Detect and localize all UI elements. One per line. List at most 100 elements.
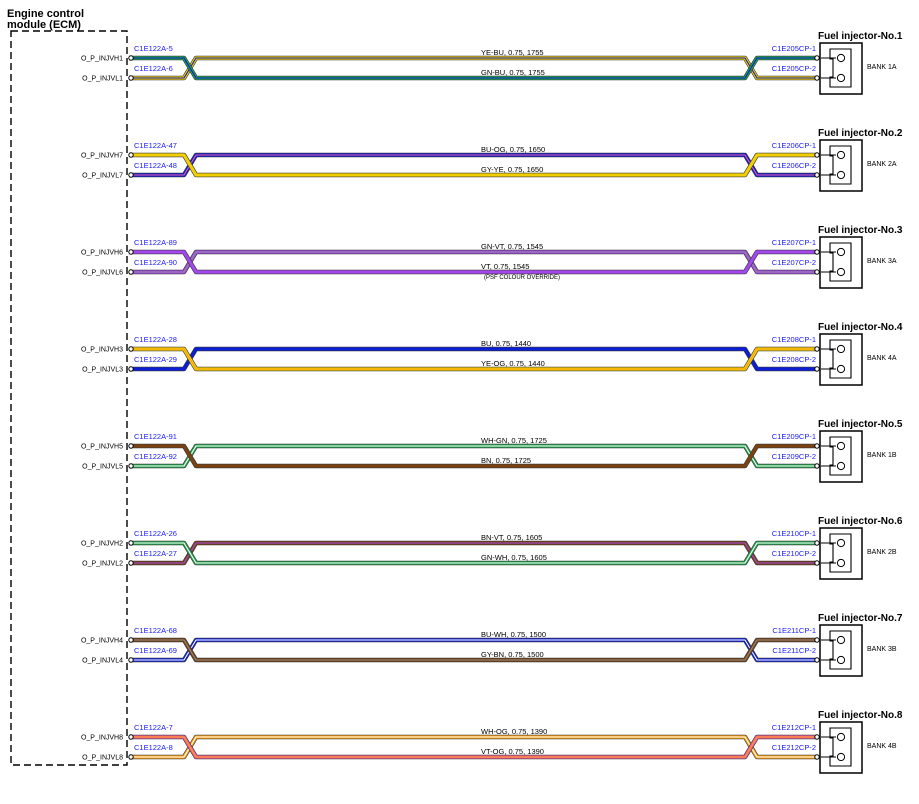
bank-label: BANK 3A [867,258,897,265]
wire-lower [129,249,817,275]
injector-connector-label: C1E210CP-1 [772,529,816,538]
injector-connector-label: C1E211CP-1 [772,626,816,635]
ecm-pin-label: O_P_INJVH3 [81,347,123,354]
injector-pin-dot [814,75,820,81]
wire-upper [129,637,817,663]
injector-terminal [836,441,846,451]
injector-circuit: O_P_INJVH2 O_P_INJVL2 C1E122A-26 C1E122A-27… [81,516,903,580]
injector-title: Fuel injector-No.2 [818,128,903,139]
ecm-pin-dot [128,249,134,255]
bank-label: BANK 2B [867,549,897,556]
injector-circuit: O_P_INJVH3 O_P_INJVL3 C1E122A-28 C1E122A-29… [81,322,903,386]
injector-pin-dot [814,754,820,760]
ecm-connector-label: C1E122A-89 [134,238,177,247]
ecm-pin-dot [128,754,134,760]
ecm-pin-label: O_P_INJVH6 [81,250,123,257]
wire-lower [129,540,817,566]
injector-terminal [836,170,846,180]
ecm-connector-label: C1E122A-48 [134,161,177,170]
injector-terminal [836,53,846,63]
ecm-pin-dot [128,443,134,449]
ecm-pin-label: O_P_INJVL8 [82,755,123,762]
ecm-connector-label: C1E122A-28 [134,335,177,344]
ecm-connector-label: C1E122A-6 [134,64,173,73]
ecm-pin-label: O_P_INJVH7 [81,153,123,160]
injector-terminal [836,558,846,568]
ecm-pin-dot [128,540,134,546]
injector-connector-label: C1E205CP-1 [772,44,816,53]
wire-spec-label: BU, 0.75, 1440 [481,339,531,348]
injector-connector-label: C1E212CP-1 [772,723,816,732]
wire-spec-label: BN-VT, 0.75, 1605 [481,533,542,542]
wire-upper [129,540,817,566]
ecm-title-line1: Engine control [7,8,84,20]
ecm-pin-dot [128,152,134,158]
wire-spec-label: VT, 0.75, 1545 [481,262,529,271]
injector-connector-label: C1E211CP-2 [772,646,816,655]
wire-lower [129,637,817,663]
wire-lower [129,152,817,178]
injector-connector-label: C1E207CP-2 [772,258,816,267]
ecm-pin-label: O_P_INJVL5 [82,464,123,471]
ecm-pin-dot [128,657,134,663]
injector-title: Fuel injector-No.6 [818,516,903,527]
wire-upper [129,443,817,469]
injector-circuit: O_P_INJVH1 O_P_INJVL1 C1E122A-5 C1E122A-6 YE… [81,31,903,95]
injector-terminal [836,364,846,374]
ecm-pin-label: O_P_INJVH2 [81,541,123,548]
injector-terminal [836,73,846,83]
injector-connector-label: C1E205CP-2 [772,64,816,73]
ecm-pin-label: O_P_INJVL1 [82,76,123,83]
ecm-boundary [10,30,128,766]
wire-lower [129,443,817,469]
injector-title: Fuel injector-No.1 [818,31,903,42]
ecm-connector-label: C1E122A-90 [134,258,177,267]
wire-upper [129,249,817,275]
ecm-pin-dot [128,560,134,566]
bank-label: BANK 2A [867,161,897,168]
ecm-pin-label: O_P_INJVH1 [81,56,123,63]
injector-pin-dot [814,560,820,566]
wire-upper [129,734,817,760]
bank-label: BANK 4B [867,743,897,750]
injector-pin-dot [814,443,820,449]
ecm-connector-label: C1E122A-5 [134,44,173,53]
ecm-pin-dot [128,637,134,643]
ecm-pin-dot [128,734,134,740]
ecm-connector-label: C1E122A-29 [134,355,177,364]
ecm-connector-label: C1E122A-69 [134,646,177,655]
ecm-pin-label: O_P_INJVH4 [81,638,123,645]
injector-connector-label: C1E206CP-1 [772,141,816,150]
injector-terminal [836,267,846,277]
wire-upper [129,346,817,372]
wire-spec-label: BU-WH, 0.75, 1500 [481,630,546,639]
bank-label: BANK 4A [867,355,897,362]
wire-spec-label: GY-BN, 0.75, 1500 [481,650,544,659]
injector-circuit: O_P_INJVH6 O_P_INJVL6 C1E122A-89 C1E122A-90… [81,225,903,289]
ecm-pin-dot [128,269,134,275]
ecm-pin-dot [128,346,134,352]
injector-pin-dot [814,366,820,372]
injector-title: Fuel injector-No.4 [818,322,903,333]
injector-pin-dot [814,152,820,158]
wire-lower [129,346,817,372]
injector-terminal [836,247,846,257]
injector-connector-label: C1E208CP-1 [772,335,816,344]
injector-circuit: O_P_INJVH5 O_P_INJVL5 C1E122A-91 C1E122A-92… [81,419,903,483]
injector-terminal [836,344,846,354]
ecm-connector-label: C1E122A-68 [134,626,177,635]
wire-spec-label: WH-OG, 0.75, 1390 [481,727,547,736]
injector-pin-dot [814,657,820,663]
ecm-pin-label: O_P_INJVL4 [82,658,123,665]
injector-circuit: O_P_INJVH4 O_P_INJVL4 C1E122A-68 C1E122A-69… [81,613,903,677]
wire-lower [129,734,817,760]
ecm-connector-label: C1E122A-47 [134,141,177,150]
injector-pin-dot [814,463,820,469]
ecm-pin-dot [128,75,134,81]
ecm-pin-label: O_P_INJVH5 [81,444,123,451]
injector-pin-dot [814,172,820,178]
bank-label: BANK 3B [867,646,897,653]
ecm-connector-label: C1E122A-91 [134,432,177,441]
ecm-pin-label: O_P_INJVL6 [82,270,123,277]
injector-circuit: O_P_INJVH8 O_P_INJVL8 C1E122A-7 C1E122A-8 WH… [81,710,903,774]
